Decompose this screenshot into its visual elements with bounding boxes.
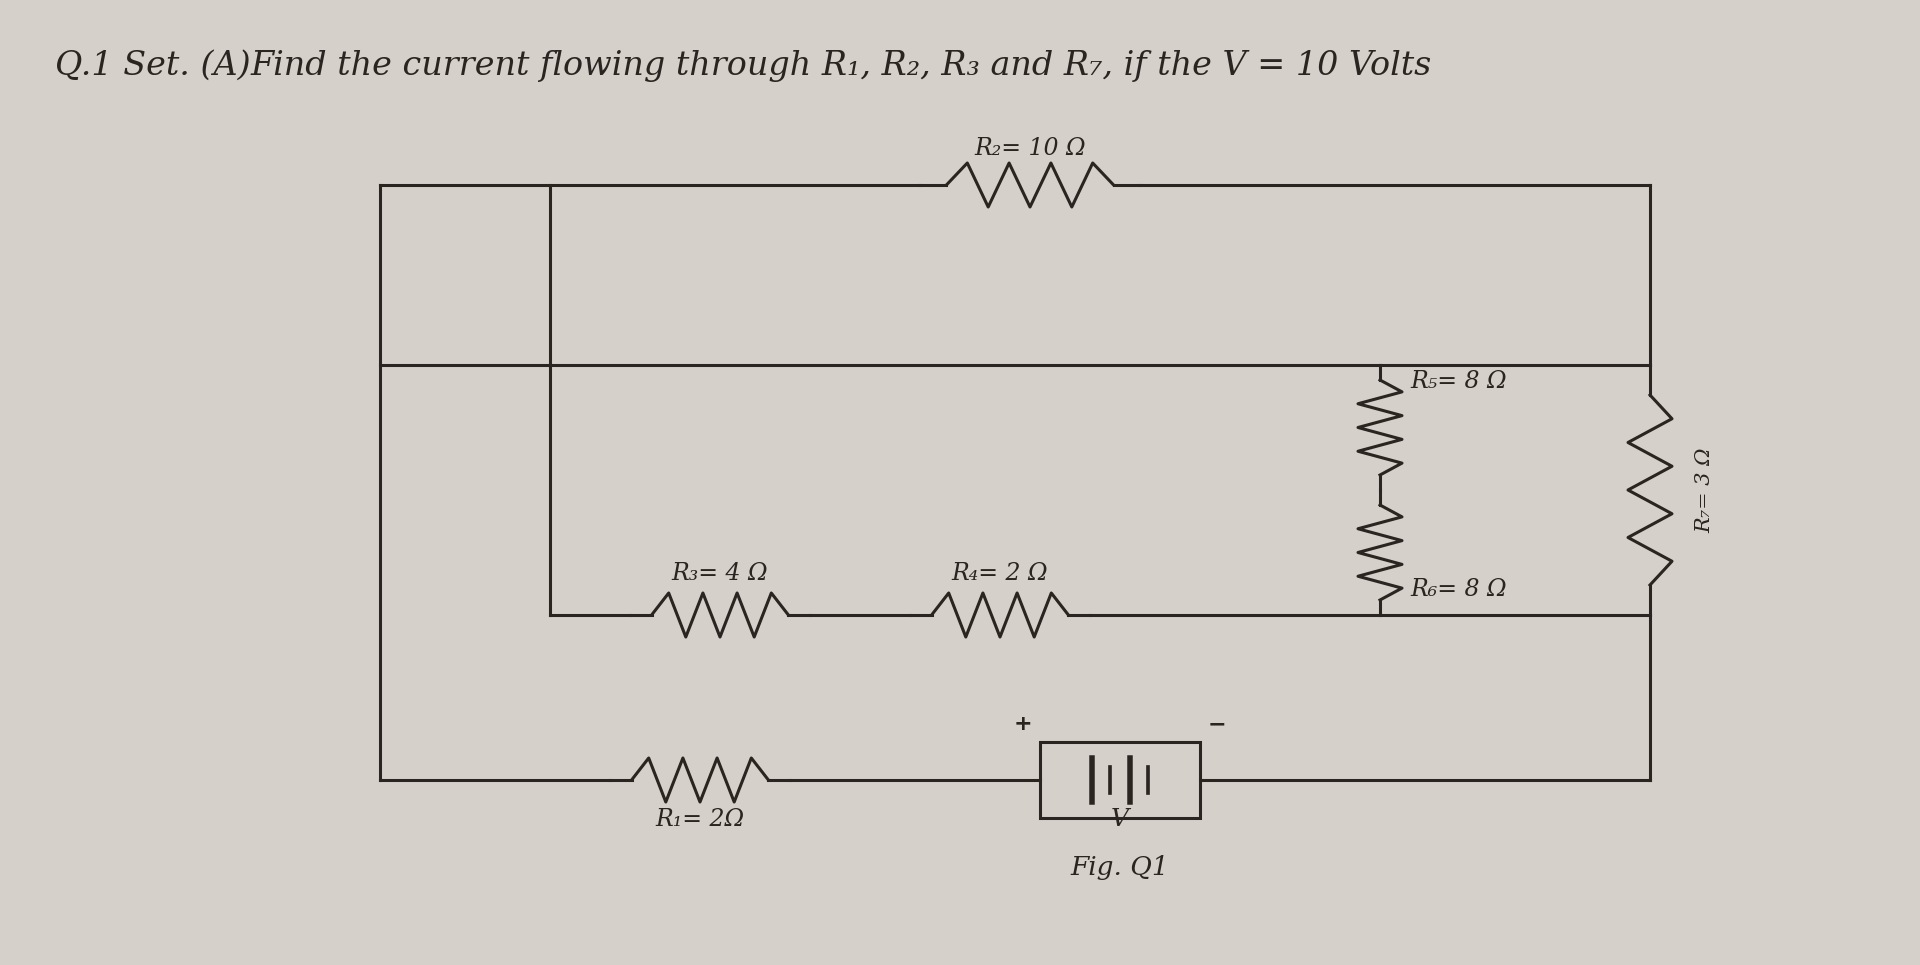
Text: Q.1 Set. (A): Q.1 Set. (A): [56, 50, 252, 82]
Text: R₅= 8 Ω: R₅= 8 Ω: [1409, 370, 1507, 393]
Text: R₇= 3 Ω: R₇= 3 Ω: [1695, 448, 1715, 533]
Text: R₄= 2 Ω: R₄= 2 Ω: [952, 562, 1048, 585]
Text: Fig. Q1: Fig. Q1: [1071, 855, 1169, 880]
Text: R₁= 2Ω: R₁= 2Ω: [655, 808, 745, 831]
Text: −: −: [1208, 714, 1227, 734]
Text: R₂= 10 Ω: R₂= 10 Ω: [973, 137, 1087, 160]
Text: R₃= 4 Ω: R₃= 4 Ω: [672, 562, 768, 585]
Text: +: +: [1014, 714, 1031, 734]
Text: R₆= 8 Ω: R₆= 8 Ω: [1409, 577, 1507, 600]
Text: Find the current flowing through R₁, R₂, R₃ and R₇, if the V = 10 Volts: Find the current flowing through R₁, R₂,…: [250, 50, 1430, 82]
Text: V: V: [1112, 808, 1129, 831]
